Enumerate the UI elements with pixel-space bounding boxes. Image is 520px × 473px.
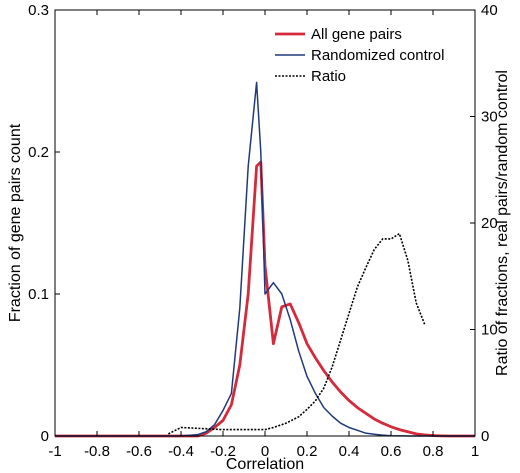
x-tick-label: -0.4 xyxy=(168,443,194,460)
axes-layer: -1 -0.8 -0.6 -0.4 -0.2 0 0.2 0.4 0.6 0.8 100.10.20… xyxy=(28,2,498,460)
y-right-tick-label: 0 xyxy=(481,428,489,445)
series-line-3 xyxy=(168,232,426,435)
y-right-tick-label: 20 xyxy=(481,215,498,232)
y-left-tick-label: 0.1 xyxy=(28,286,49,303)
y-right-tick-label: 30 xyxy=(481,109,498,126)
legend-label-3: Ratio xyxy=(311,68,346,85)
x-tick-label: 0.2 xyxy=(297,443,318,460)
x-tick-label: 0 xyxy=(261,443,269,460)
x-tick-label: 0.8 xyxy=(423,443,444,460)
x-tick-label: 0.6 xyxy=(381,443,402,460)
x-tick-label: -0.6 xyxy=(126,443,152,460)
y-right-tick-label: 10 xyxy=(481,322,498,339)
series-layer xyxy=(55,81,475,438)
y-axis-left-label: Fraction of gene pairs count xyxy=(7,123,24,322)
y-right-tick-label: 40 xyxy=(481,2,498,19)
y-left-tick-label: 0.2 xyxy=(28,144,49,161)
x-tick-label: -0.8 xyxy=(84,443,110,460)
plot-area xyxy=(55,10,475,436)
x-tick-label: 1 xyxy=(471,443,479,460)
series-line-2 xyxy=(55,81,475,437)
y-axis-right-label: Ratio of fractions, real pairs/random co… xyxy=(494,70,511,376)
x-tick-label: 0.4 xyxy=(339,443,360,460)
series-line-1 xyxy=(55,160,475,438)
legend-label-2: Randomized control xyxy=(311,47,444,64)
x-tick-label: -0.2 xyxy=(210,443,236,460)
y-left-tick-label: 0.3 xyxy=(28,2,49,19)
legend-label-1: All gene pairs xyxy=(311,26,402,43)
legend: All gene pairs Randomized control Ratio xyxy=(275,26,444,85)
x-tick-label: -1 xyxy=(48,443,61,460)
y-left-tick-label: 0 xyxy=(41,428,49,445)
x-axis-label: Correlation xyxy=(226,456,304,473)
plot-background xyxy=(55,10,475,436)
